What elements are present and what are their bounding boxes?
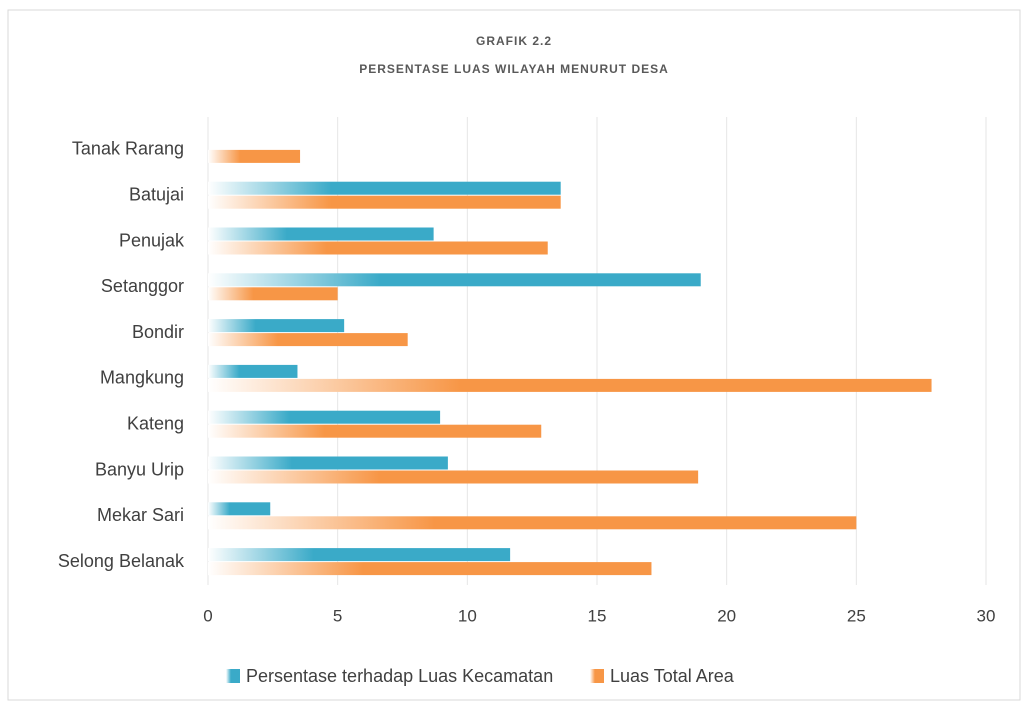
legend-swatch (226, 669, 240, 683)
chart-title: GRAFIK 2.2 (476, 34, 552, 48)
bar (208, 273, 701, 287)
bar (208, 516, 857, 530)
y-tick-label: Bondir (132, 322, 184, 342)
bar (208, 502, 271, 516)
legend-label: Luas Total Area (610, 666, 735, 686)
bar (208, 181, 561, 195)
bar (208, 149, 301, 163)
y-tick-label: Mekar Sari (97, 505, 184, 525)
bar (208, 562, 652, 576)
x-tick-label: 20 (717, 606, 736, 625)
bar (208, 470, 699, 484)
bar (208, 410, 441, 424)
legend-swatch (590, 669, 604, 683)
y-tick-label: Kateng (127, 413, 184, 433)
bar (208, 364, 298, 378)
x-tick-label: 30 (977, 606, 996, 625)
x-tick-label: 5 (333, 606, 342, 625)
chart-subtitle: PERSENTASE LUAS WILAYAH MENURUT DESA (359, 62, 669, 76)
bar (208, 456, 448, 470)
y-tick-label: Setanggor (101, 276, 184, 296)
bar (208, 378, 932, 392)
bar (208, 548, 511, 562)
bar (208, 287, 338, 301)
bar (208, 195, 561, 209)
bar (208, 319, 345, 333)
chart-border (7, 9, 1021, 701)
bar (208, 333, 408, 347)
y-tick-label: Penujak (119, 230, 185, 250)
x-tick-label: 15 (588, 606, 607, 625)
y-tick-label: Selong Belanak (58, 551, 185, 571)
y-tick-label: Tanak Rarang (72, 139, 184, 159)
legend-label: Persentase terhadap Luas Kecamatan (246, 666, 553, 686)
bar (208, 227, 434, 241)
y-tick-label: Mangkung (100, 368, 184, 388)
y-tick-label: Batujai (129, 184, 184, 204)
x-tick-label: 10 (458, 606, 477, 625)
bar (208, 424, 542, 438)
x-tick-label: 25 (847, 606, 866, 625)
y-tick-label: Banyu Urip (95, 459, 184, 479)
bar (208, 241, 548, 255)
x-tick-label: 0 (203, 606, 212, 625)
